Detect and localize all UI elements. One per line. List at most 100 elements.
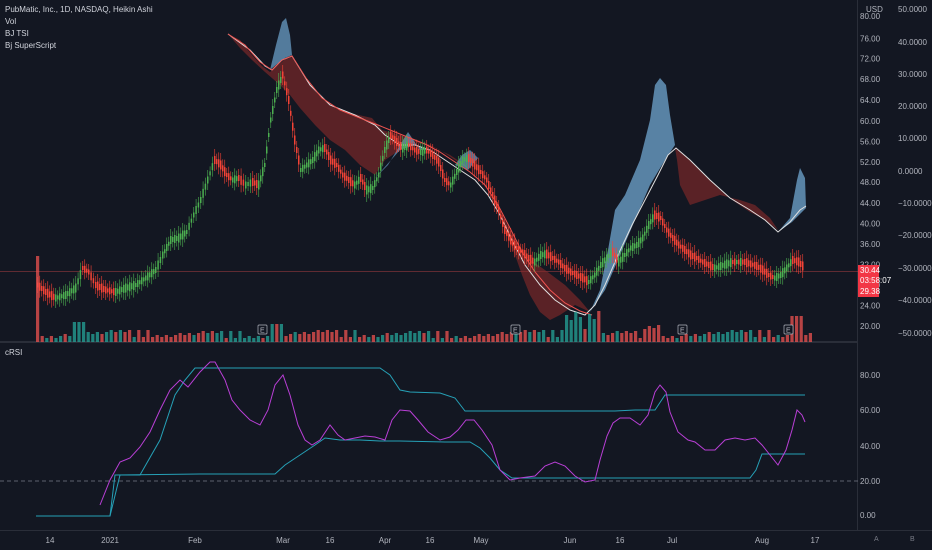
crsi-axis-label: 40.00: [860, 442, 881, 451]
log-scale-button[interactable]: B: [910, 536, 915, 543]
candle-body: [510, 235, 512, 245]
candle-body: [738, 259, 740, 265]
currency-label: USD: [866, 5, 883, 14]
volume-bar: [201, 331, 205, 342]
tsi-axis-label: 30.0000: [898, 70, 927, 79]
volume-bar: [399, 335, 403, 342]
price-axis-label: 48.00: [860, 178, 881, 187]
candle-body: [39, 282, 41, 291]
candle-body: [594, 272, 596, 278]
volume-bar: [523, 330, 527, 342]
volume-bar: [767, 330, 771, 342]
candle-body: [702, 259, 704, 265]
candle-body: [622, 252, 624, 262]
volume-bar: [151, 337, 155, 342]
volume-bar: [183, 335, 187, 342]
candle-body: [658, 212, 660, 222]
candle-body: [324, 144, 326, 152]
candle-body: [480, 170, 482, 174]
candle-body: [578, 273, 580, 279]
candle-body: [416, 146, 418, 155]
auto-scale-button[interactable]: A: [874, 536, 879, 543]
candle-body: [97, 281, 99, 291]
candle-body: [354, 181, 356, 189]
indicator-superscript[interactable]: Bj SuperScript: [5, 41, 57, 50]
candle-body: [670, 232, 672, 238]
candle-body: [290, 110, 292, 116]
candle-body: [476, 164, 478, 171]
candle-body: [228, 173, 230, 181]
candle-body: [207, 176, 209, 184]
candle-body: [514, 240, 516, 250]
candle-body: [648, 221, 650, 229]
tsi-cloud-up: [270, 18, 292, 70]
candle-body: [568, 267, 570, 274]
volume-bar: [716, 332, 720, 342]
volume-bar: [661, 336, 665, 342]
candle-body: [220, 160, 222, 170]
candle-body: [450, 182, 452, 188]
earnings-marker-label: E: [260, 328, 265, 335]
candle-body: [500, 214, 502, 219]
candle-body: [482, 171, 484, 179]
candle-body: [330, 155, 332, 165]
candle-body: [732, 260, 734, 264]
volume-bar: [413, 333, 417, 342]
volume-bar: [712, 334, 716, 342]
candle-body: [382, 155, 384, 161]
candle-body: [352, 180, 354, 187]
candle-body: [664, 224, 666, 228]
candle-body: [412, 146, 414, 151]
volume-bar: [680, 336, 684, 342]
candle-body: [127, 284, 129, 291]
indicator-bj-tsi[interactable]: BJ TSI: [5, 29, 29, 38]
candle-body: [654, 210, 656, 220]
volume-bar: [477, 334, 481, 342]
candle-body: [218, 159, 220, 168]
volume-bar: [408, 331, 412, 342]
candle-body: [604, 257, 606, 264]
candle-body: [508, 232, 510, 241]
volume-bar: [445, 331, 449, 342]
volume-bar: [330, 332, 334, 342]
volume-bar: [293, 332, 297, 342]
volume-bar: [316, 330, 320, 342]
volume-bar: [339, 337, 343, 342]
candle-body: [626, 249, 628, 257]
volume-bar: [638, 338, 642, 342]
candle-body: [694, 252, 696, 262]
candle-body: [67, 291, 69, 297]
candle-body: [45, 289, 47, 295]
candle-body: [598, 265, 600, 271]
candle-body: [708, 262, 710, 268]
candle-body: [770, 272, 772, 280]
volume-bar: [721, 334, 725, 342]
volume-bar: [233, 338, 237, 342]
candle-body: [400, 142, 402, 150]
candle-body: [764, 268, 766, 275]
candle-body: [758, 264, 760, 270]
symbol-title[interactable]: PubMatic, Inc., 1D, NASDAQ, Heikin Ashi: [5, 5, 153, 14]
indicator-vol[interactable]: Vol: [5, 17, 17, 26]
candle-body: [742, 259, 744, 265]
candle-body: [276, 87, 278, 93]
time-axis-label: 16: [616, 536, 625, 545]
volume-bar: [376, 337, 380, 342]
candle-body: [131, 283, 133, 290]
candle-body: [168, 241, 170, 246]
time-axis-label: May: [473, 536, 488, 545]
earnings-marker-label: E: [513, 328, 518, 335]
candle-body: [414, 147, 416, 153]
candle-body: [786, 264, 788, 272]
candle-body: [143, 277, 145, 282]
volume-bar: [261, 338, 265, 342]
candle-body: [278, 80, 280, 90]
candle-body: [470, 157, 472, 163]
candle-body: [676, 239, 678, 246]
candle-body: [358, 176, 360, 184]
volume-bar: [178, 333, 182, 342]
candle-body: [652, 214, 654, 223]
crsi-pane-label[interactable]: cRSI: [5, 348, 23, 357]
tsi-axis-label: 0.0000: [898, 167, 923, 176]
